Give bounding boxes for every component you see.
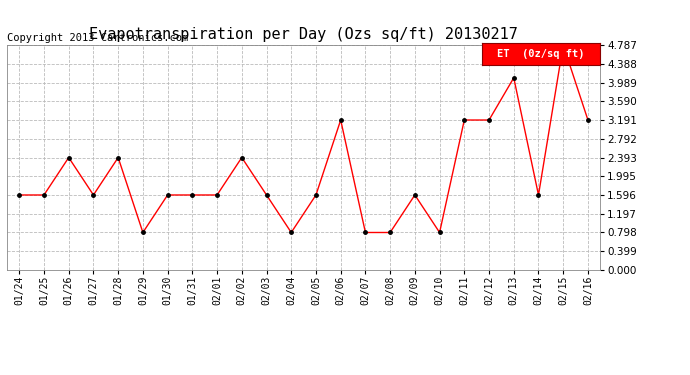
Text: Copyright 2013 Cartronics.com: Copyright 2013 Cartronics.com [7,33,188,43]
Title: Evapotranspiration per Day (Ozs sq/ft) 20130217: Evapotranspiration per Day (Ozs sq/ft) 2… [89,27,518,42]
